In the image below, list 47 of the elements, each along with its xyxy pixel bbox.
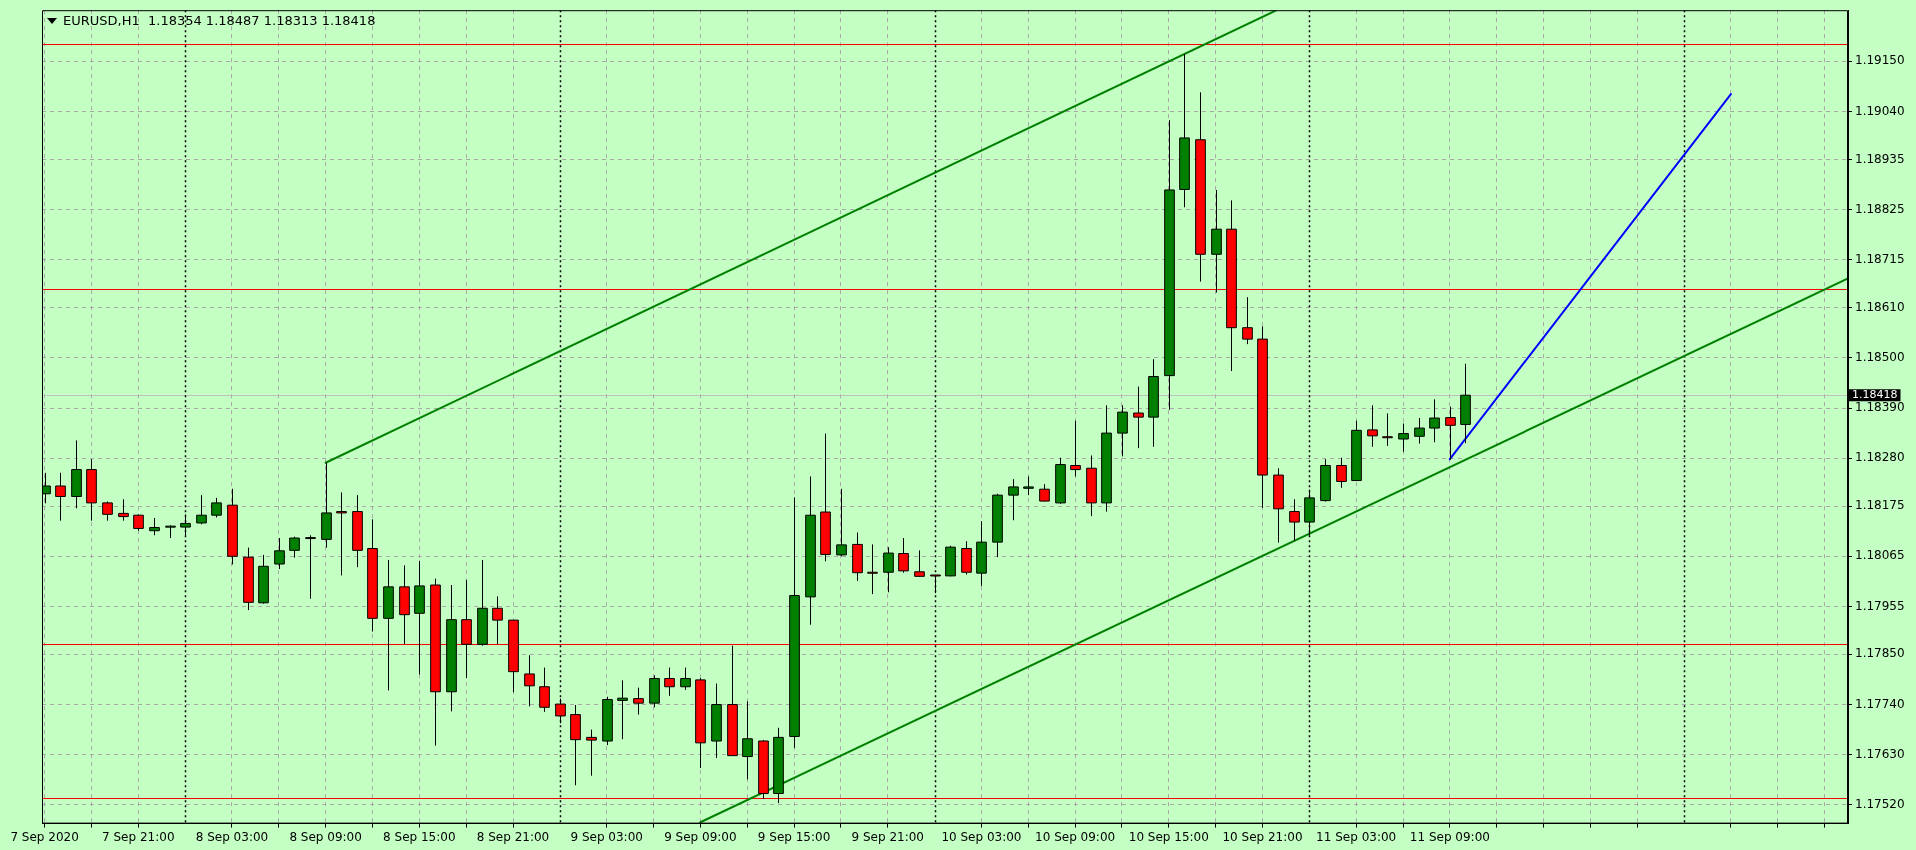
y-tick-label: 1.19150 <box>1855 53 1905 68</box>
y-tick-label: 1.18825 <box>1855 201 1905 216</box>
x-tick-label: 9 Sep 21:00 <box>851 829 924 844</box>
x-tick-label: 10 Sep 09:00 <box>1035 829 1116 844</box>
candlestick <box>1336 457 1347 489</box>
x-tick-label: 9 Sep 15:00 <box>757 829 831 844</box>
candlestick <box>1023 475 1034 496</box>
x-tick-label: 8 Sep 03:00 <box>195 829 269 844</box>
y-tick-label: 1.17955 <box>1855 598 1905 613</box>
ref-line-label: 1.18418 <box>1852 388 1898 402</box>
candlestick <box>1242 296 1253 345</box>
x-tick-label: 7 Sep 21:00 <box>102 829 175 844</box>
y-tick-label: 1.18065 <box>1855 548 1905 563</box>
x-tick-label: 10 Sep 21:00 <box>1222 829 1303 844</box>
x-tick-label: 10 Sep 03:00 <box>941 829 1022 844</box>
x-tick-label: 9 Sep 03:00 <box>570 829 643 844</box>
candlestick <box>539 667 550 713</box>
x-tick-label: 11 Sep 03:00 <box>1316 829 1397 844</box>
x-tick-label: 10 Sep 15:00 <box>1128 829 1209 844</box>
candlestick <box>211 497 222 518</box>
x-tick-label: 8 Sep 15:00 <box>383 829 456 844</box>
y-tick-label: 1.18500 <box>1855 349 1905 364</box>
y-tick-label: 1.17520 <box>1855 797 1905 812</box>
candlestick <box>914 549 925 578</box>
y-tick-label: 1.17850 <box>1855 646 1905 661</box>
x-tick-label: 8 Sep 09:00 <box>289 829 362 844</box>
candlestick <box>633 687 644 716</box>
candlestick <box>1398 423 1409 453</box>
y-tick-label: 1.18280 <box>1855 450 1905 465</box>
candlestick <box>1445 406 1456 461</box>
chart-title: EURUSD,H1 1.18354 1.18487 1.18313 1.18418 <box>63 13 376 29</box>
candlestick <box>1008 478 1019 521</box>
y-tick-label: 1.19040 <box>1855 103 1905 118</box>
x-tick-label: 9 Sep 09:00 <box>664 829 737 844</box>
y-tick-label: 1.18715 <box>1855 251 1905 266</box>
candlestick <box>961 540 972 576</box>
x-tick-label: 7 Sep 2020 <box>10 829 79 844</box>
y-tick-label: 1.18935 <box>1855 151 1905 166</box>
x-tick-label: 8 Sep 21:00 <box>476 829 550 844</box>
y-tick-label: 1.18610 <box>1855 299 1905 314</box>
x-tick-label: 11 Sep 09:00 <box>1409 829 1490 844</box>
candlestick <box>102 501 113 522</box>
candlestick <box>1289 498 1300 542</box>
y-tick-label: 1.18390 <box>1855 400 1905 415</box>
y-tick-label: 1.18175 <box>1855 498 1905 513</box>
y-tick-label: 1.17740 <box>1855 696 1905 711</box>
y-tick-label: 1.17630 <box>1855 746 1905 761</box>
